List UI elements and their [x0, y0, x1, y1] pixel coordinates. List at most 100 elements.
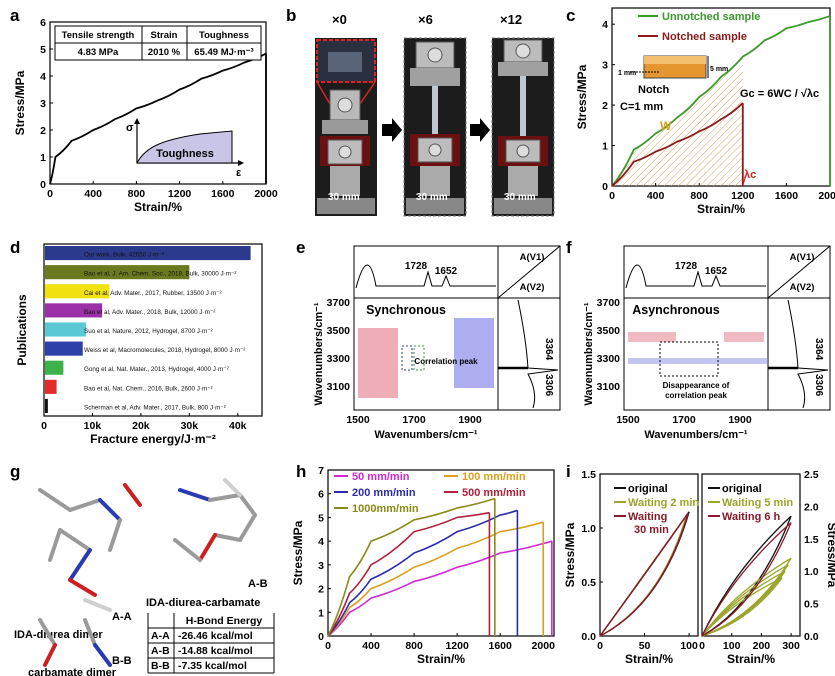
g-caption-ab: IDA-diurea-carbamate: [146, 597, 260, 609]
e-peak-1728: 1728: [405, 261, 428, 272]
panel-label-c: c: [566, 6, 576, 25]
i-right-ylabel: Stress/MPa: [825, 523, 835, 588]
h-curve: [327, 509, 518, 637]
b-stage-6: ×6: [418, 12, 433, 27]
c-notch: Notch: [638, 84, 669, 96]
a-table-header-3: Toughness: [199, 30, 249, 41]
e-xtick: 1500: [346, 414, 370, 426]
i-right-wait6h: Waiting 6 h: [722, 511, 781, 523]
f-ytick: 3500: [597, 325, 621, 337]
e-top-spectrum-frame: [353, 245, 499, 299]
f-ylabel: Wavenumbers/cm⁻¹: [583, 302, 595, 406]
d-bar: [45, 246, 251, 261]
f-dashed-box: [659, 341, 719, 377]
h-ytick: 5: [318, 512, 324, 524]
a-stress-curve: [49, 52, 267, 185]
i-left-wait2: Waiting 2 min: [628, 497, 699, 509]
a-xtick: 800: [128, 188, 146, 200]
i-right-loop: [701, 564, 789, 637]
h-ytick: 1: [318, 607, 324, 619]
b-scale-2: 30 mm: [416, 192, 448, 203]
b-scale-3: 30 mm: [504, 192, 536, 203]
hbond-row1-key: A-A: [151, 630, 170, 642]
panel-b: ×0 ×6 ×12: [300, 12, 560, 217]
h-xlabel: Strain/%: [417, 652, 465, 666]
d-bar-label: Gong et al, Nat. Mater., 2013, Hydrogel,…: [84, 366, 229, 373]
inset-sigma: σ: [126, 122, 134, 134]
i-left-ytick: 1.0: [581, 523, 596, 535]
f-ytick: 3300: [597, 353, 621, 365]
i-right-ytick: 1.5: [804, 534, 819, 546]
e-peak-1652: 1652: [435, 266, 458, 277]
b-photos: [315, 37, 555, 217]
molecule-ab: [173, 478, 257, 562]
i-left-xtick: 0: [597, 640, 603, 652]
c-legend-notched: Notched sample: [662, 31, 747, 43]
c-ytick: 3: [602, 60, 608, 72]
molecule-bb: [38, 618, 112, 667]
d-bar: [45, 398, 48, 413]
c-1mm: 1 mm: [618, 70, 636, 77]
e-ytick: 3100: [327, 381, 351, 393]
a-xtick: 1200: [168, 188, 192, 200]
i-right-xtick: 200: [753, 640, 771, 652]
c-legend-unnotched: Unnotched sample: [662, 11, 760, 23]
panel-label-e: e: [296, 238, 306, 257]
panel-label-g: g: [10, 462, 21, 481]
i-left-xtick: 100: [680, 640, 698, 652]
a-xtick: 400: [84, 188, 102, 200]
h-legend-item: 200 mm/min: [352, 487, 416, 499]
d-bar-label: Scherman et al, Adv. Mater., 2017, Bulk,…: [84, 404, 226, 411]
d-frame: [43, 243, 263, 417]
panel-f-chart: A(V1) A(V2) 1728 1652 3364 3306 Disappearance …: [583, 245, 831, 441]
i-left-wait30-b: 30 min: [634, 524, 669, 536]
c-xtick: 0: [609, 190, 615, 202]
a-xtick: 0: [47, 188, 53, 200]
panel-label-d: d: [10, 238, 21, 257]
molecule-aa: [38, 483, 142, 612]
h-xtick: 400: [362, 640, 380, 652]
c-5mm: 5 mm: [710, 66, 728, 73]
f-xlabel: Wavenumbers/cm⁻¹: [644, 429, 748, 441]
i-right-xlabel: Strain/%: [727, 652, 775, 666]
c-xtick: 1600: [775, 190, 799, 202]
d-bar: [45, 360, 64, 375]
a-ytick: 4: [40, 71, 46, 83]
e-top-spectrum: [355, 264, 496, 289]
f-red-band: [628, 332, 676, 342]
d-xtick: 10k: [84, 420, 102, 432]
i-right-ytick: 2.0: [804, 501, 819, 513]
i-left-frame: [599, 473, 699, 637]
e-xtick: 1700: [402, 414, 426, 426]
h-ytick: 3: [318, 560, 324, 572]
panel-g: A-A IDA-diurea dimer A-B IDA-diurea-carb…: [14, 478, 275, 676]
f-xtick: 1900: [728, 414, 752, 426]
h-curve: [327, 511, 490, 637]
e-xlabel: Wavenumbers/cm⁻¹: [374, 429, 478, 441]
d-bar-label: Bao et al, Adv. Mater., 2018, Bulk, 1200…: [84, 309, 215, 316]
f-title: Asynchronous: [632, 303, 720, 317]
panel-label-h: h: [296, 462, 307, 481]
h-curve: [327, 521, 544, 637]
h-xtick: 1600: [489, 640, 513, 652]
a-table-header-1: Tensile strength: [62, 30, 135, 41]
h-legend-item: 1000mm/min: [352, 503, 419, 515]
a-ytick: 3: [40, 98, 46, 110]
f-side-frame: [767, 297, 831, 411]
hbond-row3-val: -7.35 kcal/mol: [178, 660, 247, 672]
e-blue-region: [454, 318, 494, 388]
f-xtick: 1700: [672, 414, 696, 426]
a-table-value-2: 2010 %: [148, 47, 181, 58]
h-ytick: 6: [318, 489, 324, 501]
a-ytick: 2: [40, 125, 46, 137]
i-right-ytick: 1.0: [804, 566, 819, 578]
h-ytick: 2: [318, 584, 324, 596]
a-xtick: 2000: [254, 188, 278, 200]
d-xtick: 30k: [181, 420, 199, 432]
b-stage-0: ×0: [332, 12, 347, 27]
e-ytick: 3300: [327, 353, 351, 365]
d-bar-label: Suo et al, Nature, 2012, Hydrogel, 8700 …: [84, 328, 213, 335]
i-left-ylabel: Stress/MPa: [563, 522, 577, 587]
i-left-legend: original Waiting 2 min Waiting 30 min: [614, 483, 699, 536]
